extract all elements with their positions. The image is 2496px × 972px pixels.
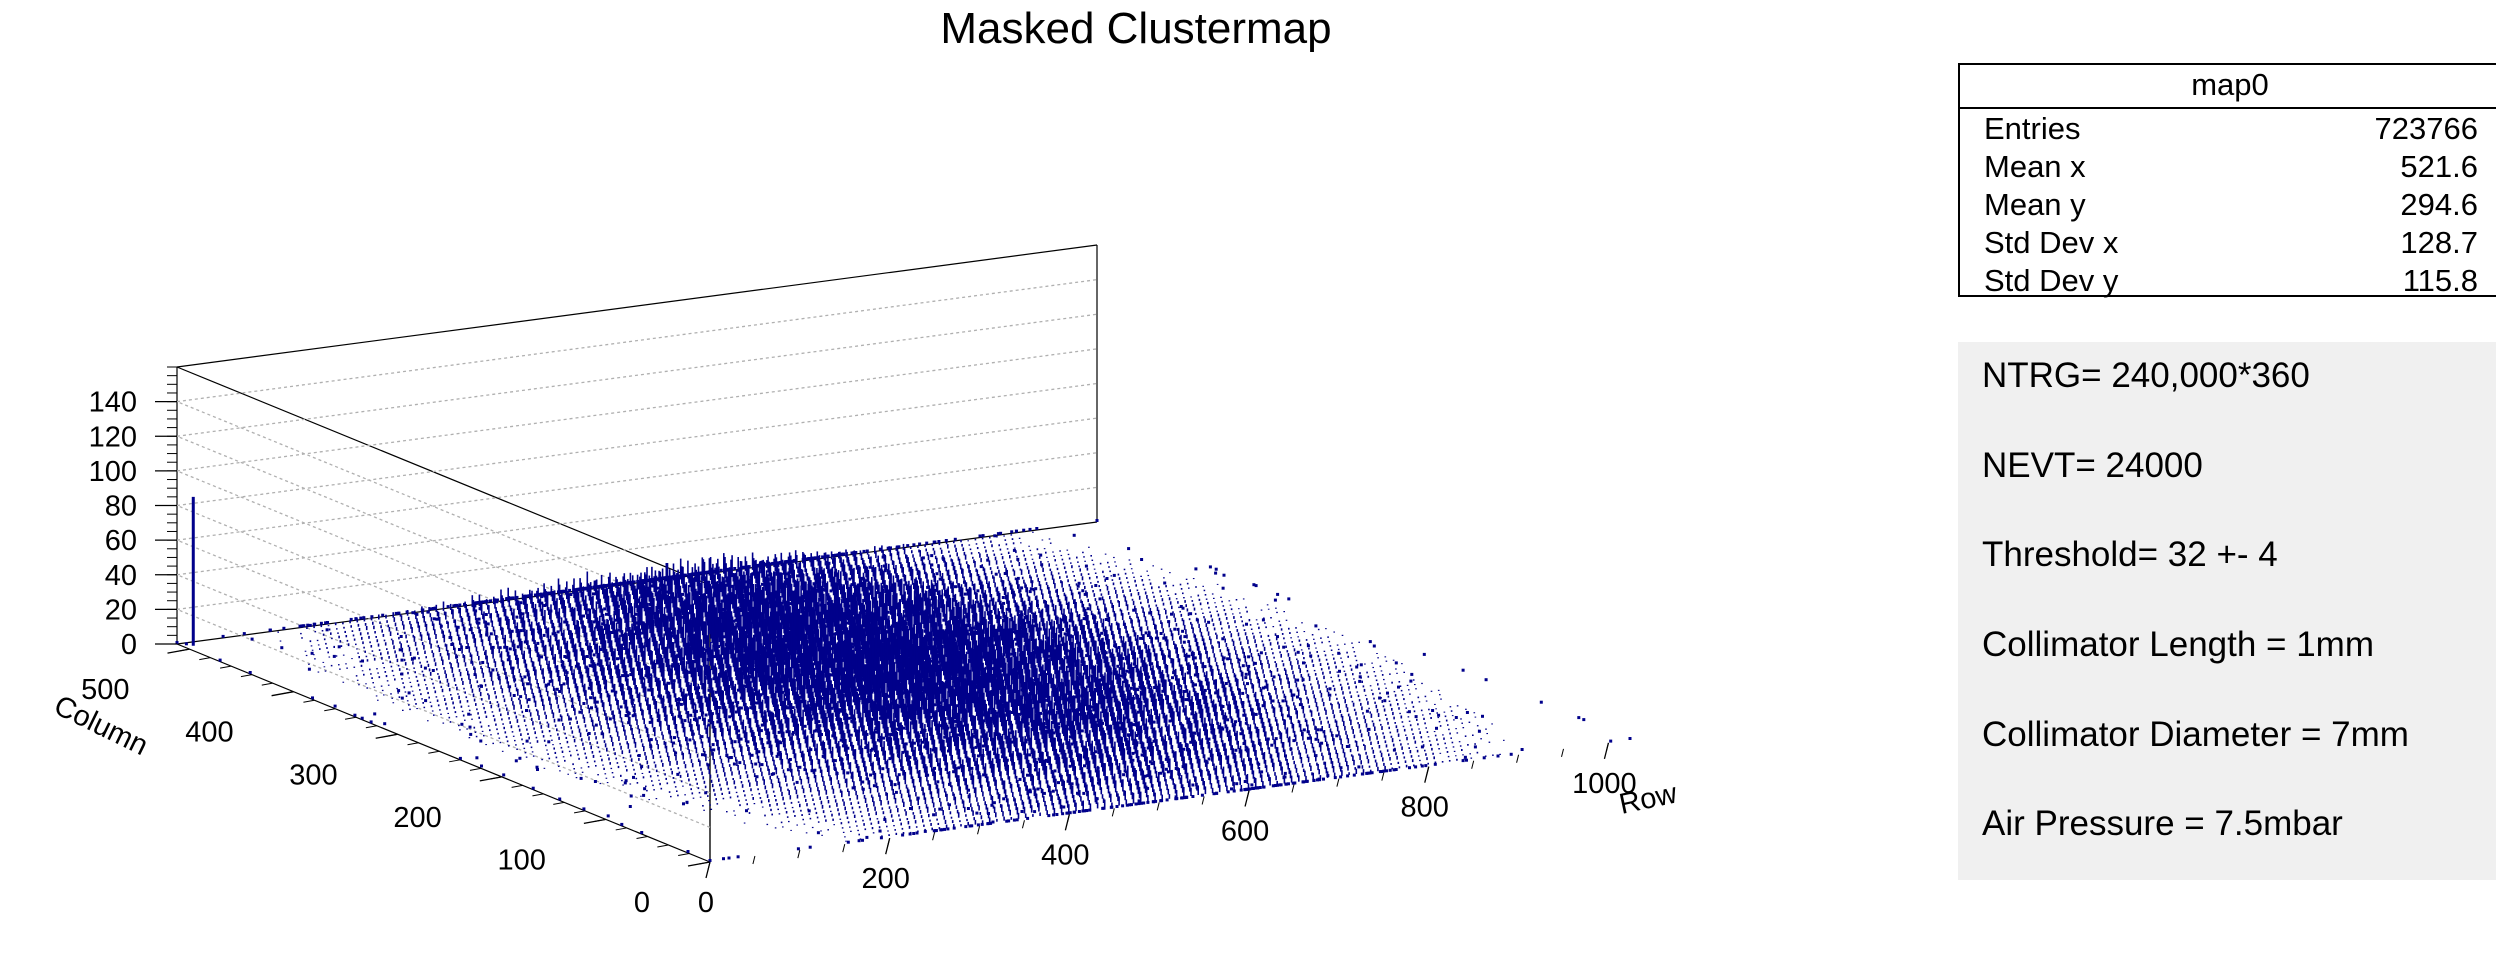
z-gridline (176, 348, 1098, 472)
z-gridline (176, 486, 1098, 611)
z-gridline (176, 401, 711, 621)
frame-edge (176, 366, 711, 586)
frame-edge (176, 244, 1098, 368)
z-gridlines (176, 278, 1098, 828)
z-gridline (176, 278, 1098, 403)
z-gridline (176, 435, 711, 655)
z-gridline (176, 452, 1098, 576)
histogram-bars (175, 519, 1632, 862)
lego-plot: 0204060801001201400200400600800100001002… (49, 244, 1681, 919)
z-gridline (176, 417, 1098, 541)
z-gridline (176, 313, 1098, 437)
z-gridline (176, 382, 1098, 507)
